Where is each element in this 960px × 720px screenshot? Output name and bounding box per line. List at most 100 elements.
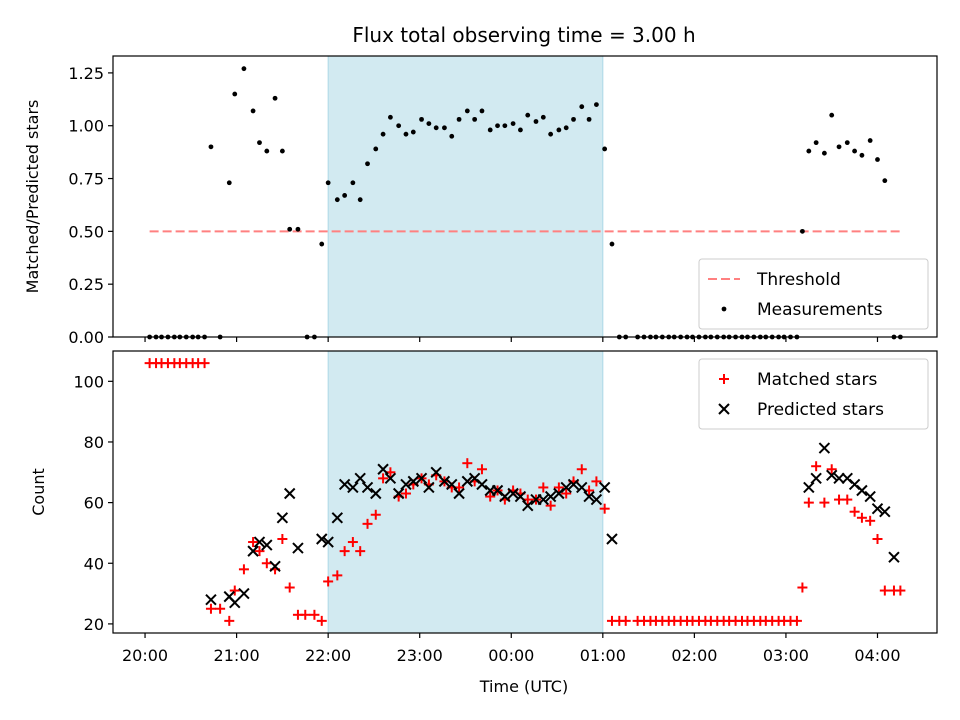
measurement-point bbox=[813, 140, 819, 146]
measurement-point bbox=[464, 108, 470, 114]
matched-point bbox=[254, 546, 265, 557]
x-tick-label: 03:00 bbox=[763, 646, 809, 665]
measurement-point bbox=[875, 157, 880, 162]
measurement-point bbox=[456, 116, 462, 122]
x-tick-label: 21:00 bbox=[214, 646, 260, 665]
matched-point bbox=[895, 585, 906, 596]
predicted-point bbox=[499, 490, 511, 503]
measurement-point bbox=[342, 193, 348, 198]
measurement-point bbox=[287, 226, 293, 232]
axes-frame bbox=[112, 350, 938, 634]
measurement-point bbox=[852, 148, 857, 154]
y-tick-label: 1.00 bbox=[68, 117, 104, 136]
predicted-point-b bbox=[354, 472, 366, 485]
predicted-point-b bbox=[461, 475, 474, 488]
predicted-point-b bbox=[590, 493, 603, 506]
measurement-point bbox=[264, 148, 270, 154]
predicted-point-b bbox=[377, 463, 389, 475]
measurement-point bbox=[548, 131, 554, 137]
measurement-point bbox=[609, 241, 615, 247]
predicted-point-b bbox=[423, 481, 435, 494]
matched-point bbox=[277, 534, 288, 544]
measurement-point bbox=[325, 180, 331, 186]
predicted-point bbox=[400, 478, 412, 491]
predicted-point bbox=[537, 493, 550, 506]
predicted-point-b bbox=[361, 481, 374, 494]
measurement-point bbox=[806, 148, 812, 154]
measurement-point bbox=[579, 104, 585, 110]
measurement-point bbox=[586, 116, 592, 122]
predicted-point bbox=[407, 475, 420, 488]
predicted-point-b bbox=[864, 490, 876, 503]
predicted-point-b bbox=[400, 478, 412, 491]
matched-point bbox=[811, 461, 822, 472]
measurement-point bbox=[357, 197, 363, 203]
x-tick-label: 23:00 bbox=[397, 646, 443, 665]
matched-point bbox=[332, 570, 343, 581]
matched-point bbox=[316, 615, 327, 626]
chart-title: Flux total observing time = 3.00 h bbox=[352, 23, 695, 47]
predicted-point bbox=[322, 536, 334, 548]
predicted-point-b bbox=[253, 536, 266, 548]
predicted-point bbox=[507, 487, 519, 500]
predicted-point-b bbox=[261, 539, 273, 551]
matched-point bbox=[224, 615, 235, 626]
predicted-point bbox=[826, 469, 838, 482]
predicted-point-b bbox=[370, 487, 382, 500]
y-tick-label: 0.75 bbox=[68, 170, 104, 189]
x-tick-label: 01:00 bbox=[580, 646, 626, 665]
predicted-point-b bbox=[229, 596, 241, 609]
measurement-point bbox=[396, 123, 402, 129]
legend-measurement-swatch bbox=[721, 306, 727, 312]
predicted-point-b bbox=[338, 478, 351, 491]
matched-point bbox=[599, 503, 610, 514]
predicted-point-b bbox=[560, 481, 572, 494]
predicted-point-b bbox=[438, 475, 451, 488]
predicted-point-b bbox=[453, 487, 465, 500]
matched-point bbox=[215, 603, 226, 614]
y-tick-label: 80 bbox=[84, 433, 104, 452]
predicted-point-b bbox=[322, 536, 334, 548]
legend-label: Threshold bbox=[756, 270, 841, 290]
predicted-point-b bbox=[888, 551, 900, 563]
predicted-point bbox=[833, 472, 845, 485]
predicted-point-b bbox=[598, 481, 611, 494]
measurement-point bbox=[419, 116, 424, 122]
x-tick-label: 00:00 bbox=[488, 646, 534, 665]
predicted-point-b bbox=[331, 512, 344, 524]
matched-point bbox=[803, 497, 814, 508]
matched-point bbox=[205, 603, 216, 614]
predicted-point bbox=[269, 560, 281, 572]
measurement-point bbox=[800, 228, 805, 234]
matched-point bbox=[476, 464, 487, 475]
predicted-point bbox=[430, 466, 442, 478]
predicted-point-b bbox=[468, 472, 481, 485]
measurement-point bbox=[241, 66, 247, 72]
measurement-point bbox=[380, 131, 386, 137]
predicted-point-b bbox=[392, 487, 405, 500]
measurement-point bbox=[257, 140, 262, 146]
predicted-point-b bbox=[476, 478, 488, 491]
legend: Threshold Measurements bbox=[698, 258, 929, 330]
predicted-point-b bbox=[507, 487, 519, 500]
matched-point bbox=[591, 476, 602, 487]
predicted-point bbox=[583, 490, 595, 503]
matched-point bbox=[309, 609, 320, 620]
matched-point bbox=[300, 609, 311, 620]
predicted-point-b bbox=[415, 472, 428, 485]
matched-point bbox=[819, 497, 830, 508]
matched-point bbox=[347, 537, 358, 548]
measurement-point bbox=[449, 133, 455, 139]
measurement-point bbox=[334, 197, 340, 203]
measurement-point bbox=[350, 180, 356, 186]
predicted-point-b bbox=[446, 478, 458, 491]
predicted-point bbox=[888, 551, 900, 563]
measurement-point bbox=[365, 161, 370, 167]
measurement-point bbox=[594, 102, 599, 107]
predicted-point-b bbox=[841, 472, 853, 485]
measurement-point bbox=[232, 91, 238, 97]
predicted-point bbox=[818, 442, 831, 454]
measurement-point bbox=[540, 114, 546, 120]
predicted-point bbox=[590, 493, 603, 506]
predicted-point bbox=[370, 487, 382, 500]
